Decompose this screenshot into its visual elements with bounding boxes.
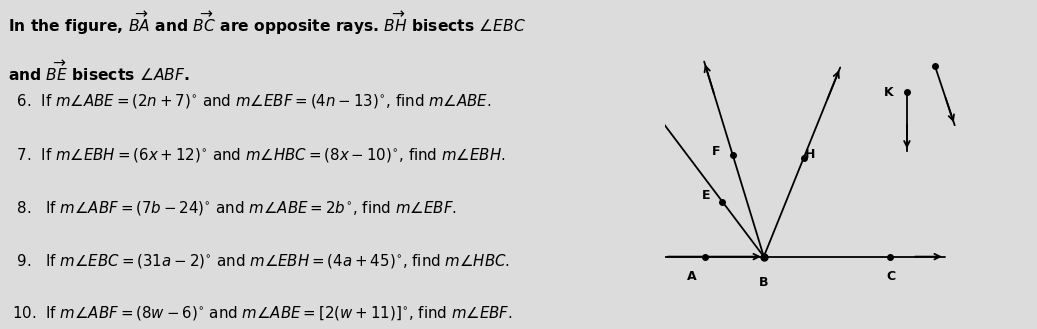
Text: B: B <box>759 276 768 290</box>
Text: 10.  If $m\angle ABF = (8w - 6)^{\circ}$ and $m\angle ABE = [2(w + 11)]^{\circ}$: 10. If $m\angle ABF = (8w - 6)^{\circ}$ … <box>11 304 512 322</box>
Text: 8.   If $m\angle ABF = (7b - 24)^{\circ}$ and $m\angle ABE = 2b^{\circ}$, find $: 8. If $m\angle ABF = (7b - 24)^{\circ}$ … <box>11 199 456 217</box>
Text: F: F <box>712 145 721 158</box>
Text: and $\overrightarrow{BE}$ bisects $\angle ABF$.: and $\overrightarrow{BE}$ bisects $\angl… <box>8 59 190 84</box>
Text: 9.   If $m\angle EBC = (31a - 2)^{\circ}$ and $m\angle EBH = (4a + 45)^{\circ}$,: 9. If $m\angle EBC = (31a - 2)^{\circ}$ … <box>11 252 510 270</box>
Text: 6.  If $m\angle ABE = (2n + 7)^{\circ}$ and $m\angle EBF = (4n - 13)^{\circ}$, f: 6. If $m\angle ABE = (2n + 7)^{\circ}$ a… <box>11 92 492 110</box>
Text: K: K <box>885 86 894 99</box>
Text: H: H <box>805 148 815 162</box>
Text: In the figure, $\overrightarrow{BA}$ and $\overrightarrow{BC}$ are opposite rays: In the figure, $\overrightarrow{BA}$ and… <box>8 10 527 38</box>
Text: 7.  If $m\angle EBH = (6x + 12)^{\circ}$ and $m\angle HBC = (8x - 10)^{\circ}$, : 7. If $m\angle EBH = (6x + 12)^{\circ}$ … <box>11 146 505 164</box>
Text: E: E <box>702 189 710 202</box>
Text: C: C <box>886 270 895 283</box>
Text: A: A <box>686 270 696 283</box>
